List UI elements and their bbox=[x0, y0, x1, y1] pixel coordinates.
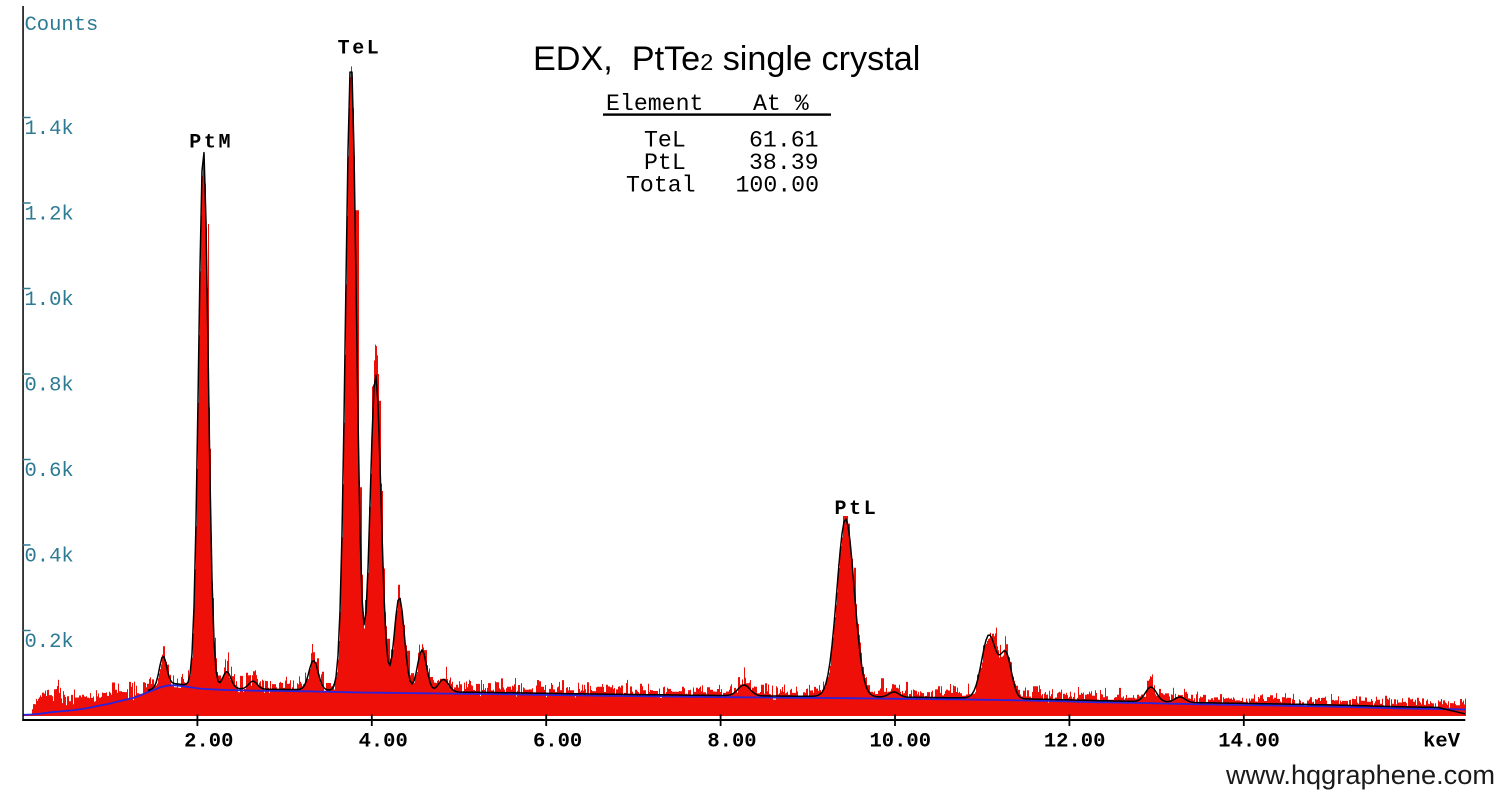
svg-text:At %: At % bbox=[753, 91, 809, 117]
svg-text:12.00: 12.00 bbox=[1044, 731, 1106, 754]
svg-text:100.00: 100.00 bbox=[736, 173, 820, 199]
svg-text:61.61: 61.61 bbox=[749, 128, 819, 154]
svg-text:0.8k: 0.8k bbox=[25, 374, 74, 397]
svg-text:10.00: 10.00 bbox=[869, 731, 931, 754]
svg-text:0.2k: 0.2k bbox=[25, 631, 74, 654]
svg-text:PtL: PtL bbox=[644, 150, 686, 176]
svg-text:1.4k: 1.4k bbox=[25, 118, 74, 141]
svg-text:www.hqgraphene.com: www.hqgraphene.com bbox=[1225, 759, 1495, 790]
svg-text:0.6k: 0.6k bbox=[25, 460, 74, 483]
svg-text:38.39: 38.39 bbox=[749, 150, 819, 176]
svg-text:EDX, PtTe2 single crystal: EDX, PtTe2 single crystal bbox=[533, 40, 920, 78]
svg-text:PtM: PtM bbox=[189, 132, 233, 155]
svg-text:1.0k: 1.0k bbox=[25, 289, 74, 312]
svg-text:6.00: 6.00 bbox=[533, 731, 582, 754]
svg-text:keV: keV bbox=[1423, 731, 1461, 754]
svg-text:8.00: 8.00 bbox=[707, 731, 756, 754]
svg-text:TeL: TeL bbox=[338, 38, 382, 61]
svg-text:Counts: Counts bbox=[25, 14, 99, 37]
svg-text:Total: Total bbox=[626, 173, 696, 199]
svg-text:2.00: 2.00 bbox=[184, 731, 233, 754]
svg-text:0.4k: 0.4k bbox=[25, 545, 74, 568]
svg-text:4.00: 4.00 bbox=[359, 731, 408, 754]
svg-text:TeL: TeL bbox=[644, 128, 686, 154]
svg-text:1.2k: 1.2k bbox=[25, 203, 74, 226]
svg-text:14.00: 14.00 bbox=[1218, 731, 1280, 754]
svg-text:Element: Element bbox=[606, 91, 703, 117]
svg-text:PtL: PtL bbox=[835, 498, 879, 521]
